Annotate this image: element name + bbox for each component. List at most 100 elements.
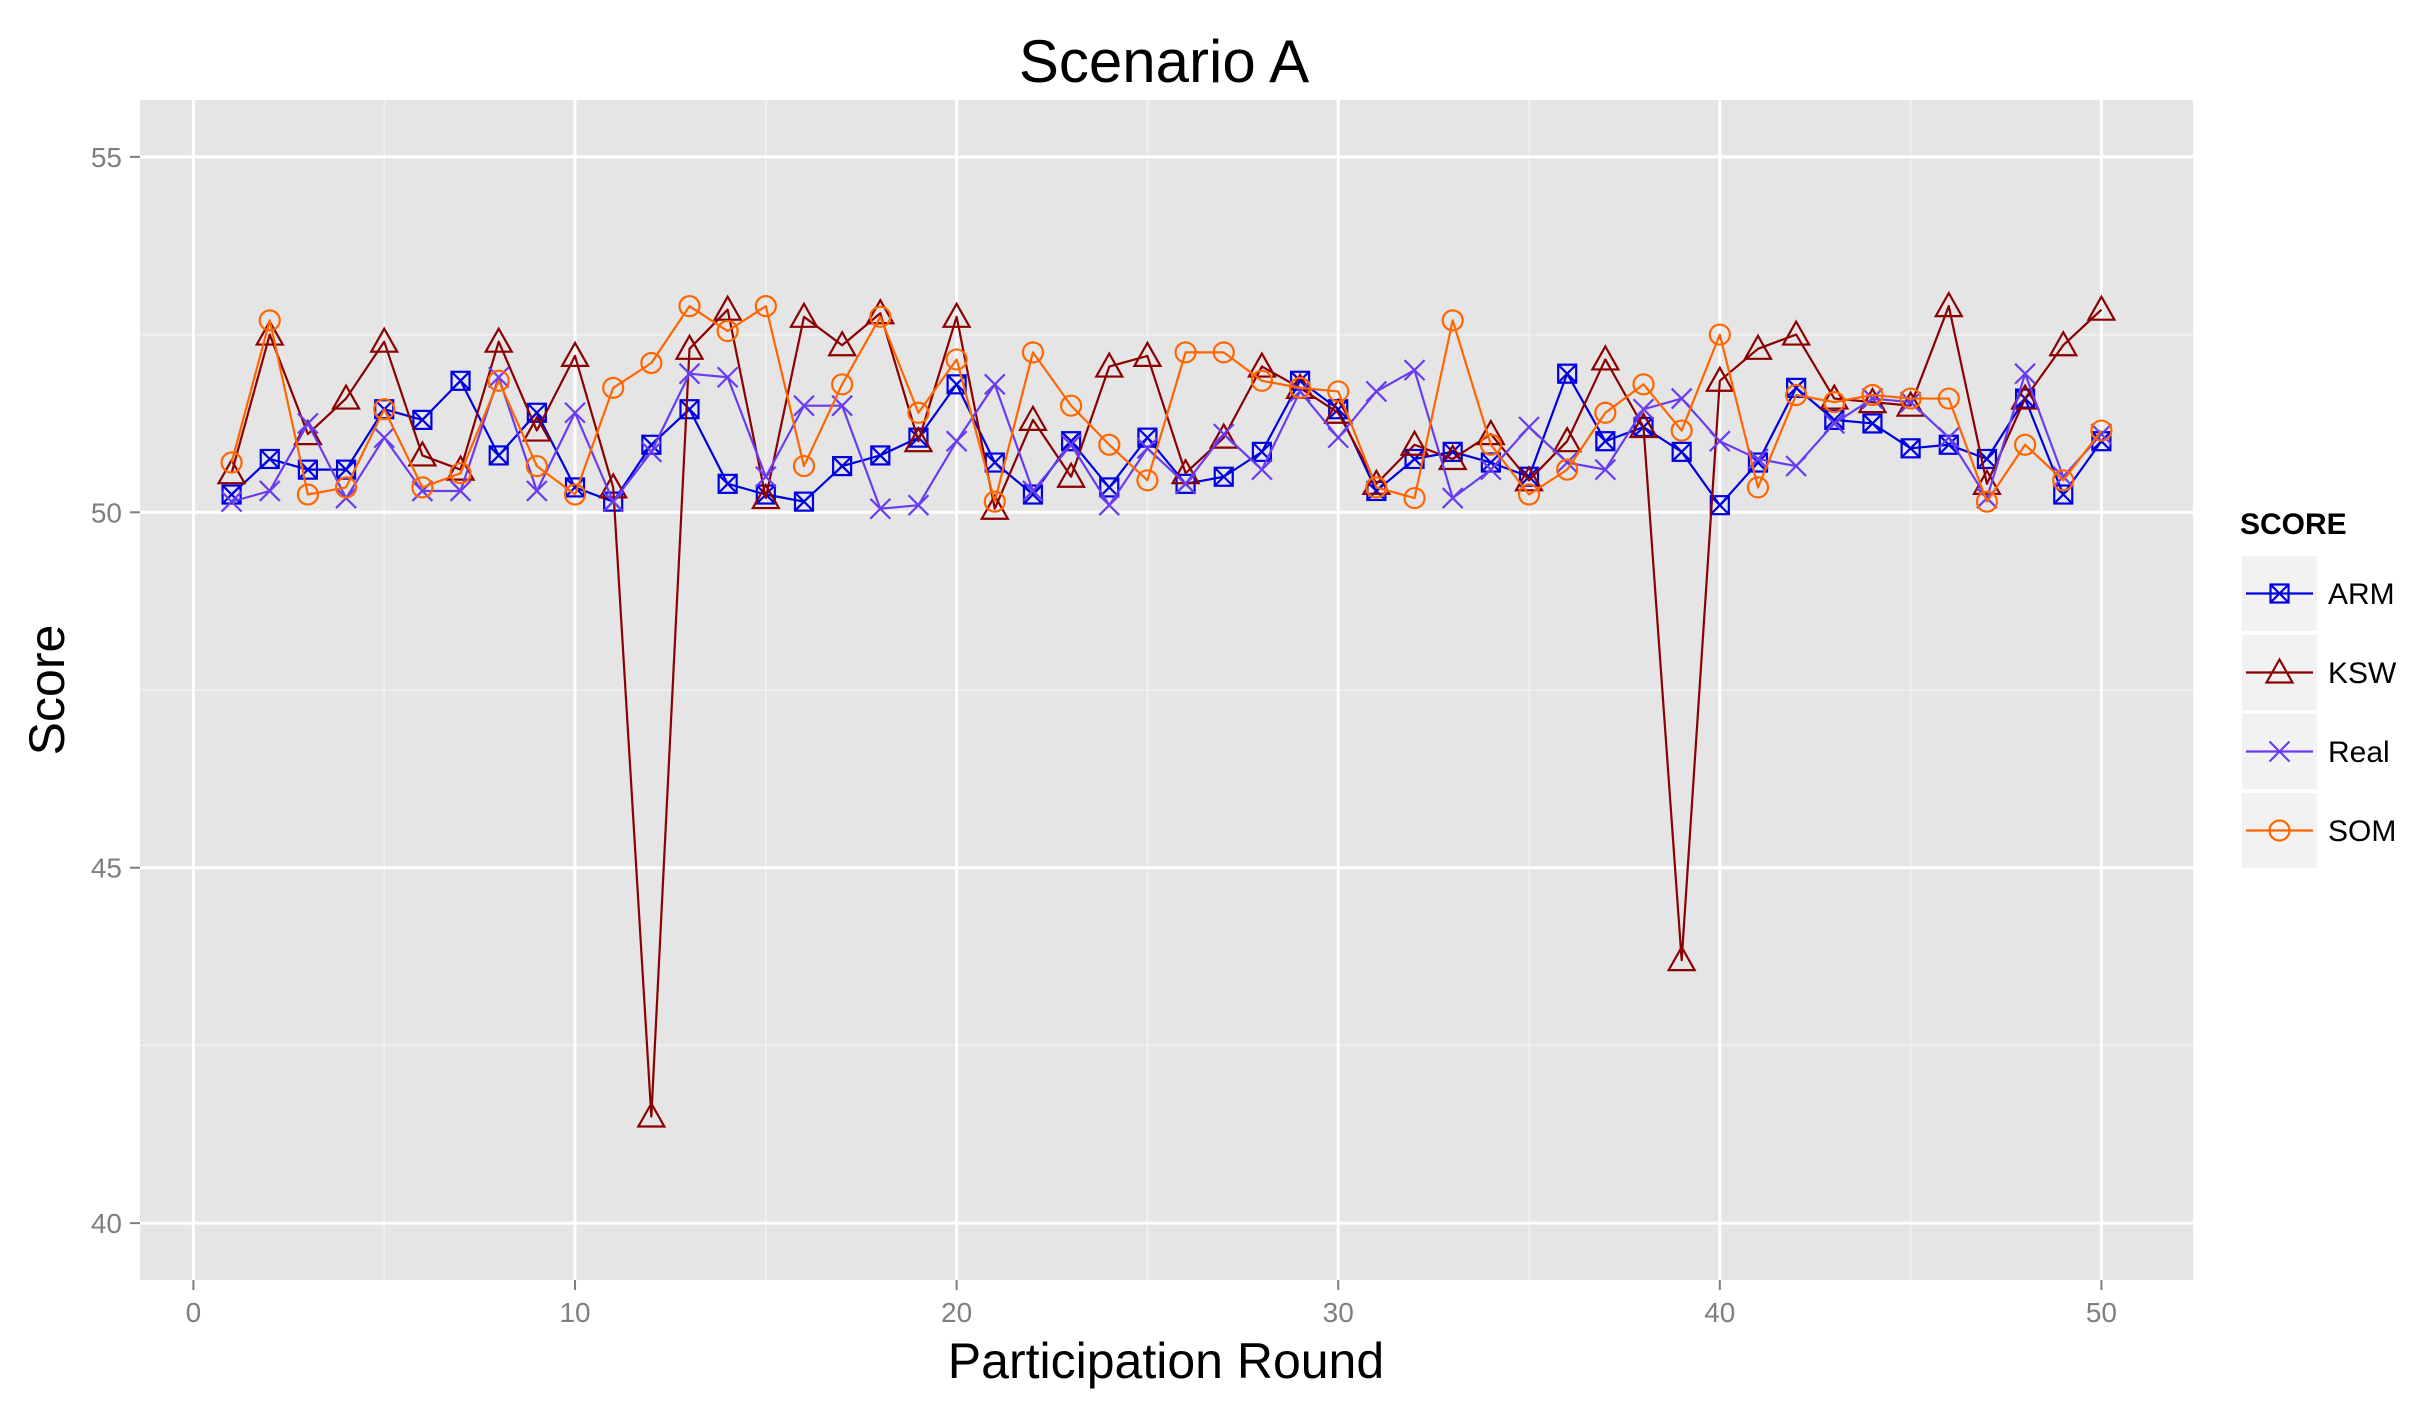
data-point-som xyxy=(2013,433,2037,456)
data-point-real xyxy=(2014,362,2036,385)
data-point-real xyxy=(564,401,586,424)
series-line-arm xyxy=(230,372,2103,507)
data-point-som xyxy=(296,483,320,506)
data-point-real xyxy=(755,465,777,488)
legend-marker-ksw xyxy=(2264,657,2295,684)
data-point-som xyxy=(1785,383,1808,407)
legend-item-real: Real xyxy=(2242,714,2390,789)
y-tick-label: 55 xyxy=(91,142,122,173)
legend-marker-arm xyxy=(2269,583,2290,604)
data-point-ksw xyxy=(560,340,590,368)
y-axis-title: Score xyxy=(19,625,75,756)
chart-title: Scenario A xyxy=(1019,28,1309,95)
data-point-arm xyxy=(793,491,815,512)
data-point-ksw xyxy=(369,326,400,353)
data-point-ksw xyxy=(1819,383,1850,410)
data-point-som xyxy=(831,373,854,396)
data-point-som xyxy=(1632,373,1655,396)
data-point-ksw xyxy=(1857,386,1888,414)
data-point-som xyxy=(1136,469,1159,492)
data-point-som xyxy=(411,476,434,499)
data-point-ksw xyxy=(1399,429,1430,456)
series-line-som xyxy=(230,305,2103,503)
data-point-arm xyxy=(412,409,433,430)
legend: SCORE ARM KSW Real SOM xyxy=(2240,508,2397,868)
data-point-ksw xyxy=(483,326,514,353)
data-point-real xyxy=(984,373,1006,396)
data-point-arm xyxy=(717,473,738,494)
legend-marker-som xyxy=(2268,819,2291,842)
data-point-real xyxy=(1556,451,1578,474)
legend-label-real: Real xyxy=(2328,736,2390,769)
data-point-ksw xyxy=(750,482,781,510)
data-point-ksw xyxy=(979,493,1010,520)
data-point-ksw xyxy=(1895,390,1926,417)
data-point-ksw xyxy=(1590,344,1621,371)
data-point-ksw xyxy=(1743,333,1773,360)
data-point-real xyxy=(716,366,739,389)
series-arm xyxy=(221,363,2112,516)
data-point-real xyxy=(1022,480,1044,502)
data-point-som xyxy=(2090,419,2113,442)
data-point-ksw xyxy=(1361,468,1392,495)
legend-item-ksw: KSW xyxy=(2242,635,2397,710)
data-point-som xyxy=(2052,469,2075,492)
data-point-real xyxy=(487,366,510,389)
data-point-real xyxy=(1289,380,1311,403)
data-point-arm xyxy=(1213,466,1234,487)
legend-item-arm: ARM xyxy=(2242,556,2395,631)
data-point-som xyxy=(1899,387,1922,410)
data-point-som xyxy=(373,398,396,421)
data-point-som xyxy=(449,462,472,485)
data-point-real xyxy=(1365,380,1388,403)
data-point-arm xyxy=(1671,441,1692,462)
data-point-real xyxy=(1709,430,1731,452)
data-point-som xyxy=(487,369,510,392)
series-real xyxy=(220,359,2113,520)
data-point-som xyxy=(1098,433,1121,456)
data-point-som xyxy=(792,454,816,478)
data-point-ksw xyxy=(712,294,743,321)
data-point-arm xyxy=(1900,438,1921,459)
data-point-real xyxy=(1060,433,1082,456)
y-tick-label: 45 xyxy=(91,853,122,884)
data-point-arm xyxy=(450,370,471,391)
legend-title: SCORE xyxy=(2240,508,2347,541)
data-point-real xyxy=(297,412,319,435)
data-point-arm xyxy=(1022,484,1044,505)
data-point-ksw xyxy=(903,425,934,453)
data-point-som xyxy=(983,490,1006,513)
data-point-ksw xyxy=(1323,397,1354,424)
data-point-ksw xyxy=(1094,351,1125,378)
data-point-som xyxy=(1327,380,1350,403)
data-point-ksw xyxy=(521,415,552,442)
data-point-som xyxy=(1250,369,1273,392)
data-point-real xyxy=(526,480,548,502)
data-point-arm xyxy=(488,445,509,466)
data-point-arm xyxy=(1480,452,1501,473)
data-point-som xyxy=(869,305,892,328)
data-point-ksw xyxy=(254,319,285,346)
data-point-ksw xyxy=(674,333,705,360)
data-point-ksw xyxy=(636,1101,667,1128)
data-point-real xyxy=(1212,423,1235,445)
data-point-som xyxy=(1479,433,1502,456)
data-point-ksw xyxy=(827,330,858,357)
data-point-real xyxy=(1785,455,1807,477)
data-point-arm xyxy=(1862,413,1883,434)
data-point-real xyxy=(1327,426,1349,449)
data-point-real xyxy=(678,362,701,385)
data-point-ksw xyxy=(1132,340,1163,368)
data-point-real xyxy=(1937,426,1960,449)
data-point-som xyxy=(220,451,243,474)
data-point-som xyxy=(640,351,663,375)
data-point-som xyxy=(1288,376,1312,399)
legend-item-som: SOM xyxy=(2242,793,2396,868)
data-point-ksw xyxy=(1056,461,1086,488)
major-gridlines xyxy=(140,100,2193,1280)
data-point-som xyxy=(1746,476,1770,499)
x-tick-label: 30 xyxy=(1323,1297,1354,1328)
data-point-som xyxy=(1937,387,1960,410)
series-layer xyxy=(216,290,2117,1128)
